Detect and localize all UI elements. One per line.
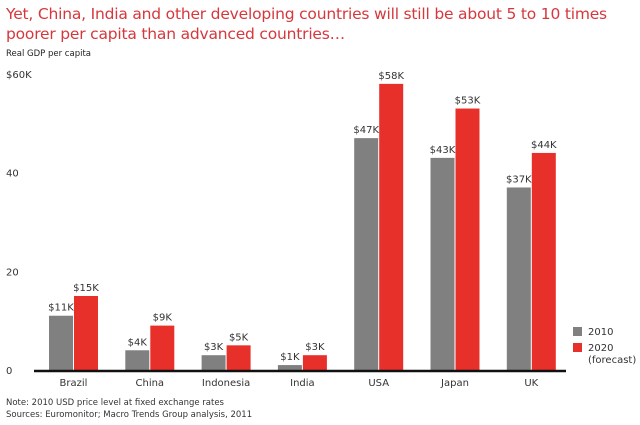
data-label: $53K bbox=[455, 96, 481, 107]
bar-2020-indonesia bbox=[226, 345, 251, 370]
legend-label: (forecast) bbox=[588, 355, 636, 366]
data-label: $3K bbox=[305, 342, 325, 353]
bar-2010-indonesia bbox=[201, 355, 226, 370]
data-label: $58K bbox=[378, 71, 404, 82]
y-tick-label: $60K bbox=[6, 70, 32, 81]
x-tick-label: USA bbox=[368, 378, 389, 389]
bar-2020-uk bbox=[531, 152, 556, 370]
x-tick-label: Brazil bbox=[60, 378, 88, 389]
data-label: $37K bbox=[506, 174, 532, 185]
data-label: $1K bbox=[280, 352, 300, 363]
chart-title: Yet, China, India and other developing c… bbox=[6, 5, 607, 43]
y-tick-label: 40 bbox=[6, 169, 19, 180]
x-tick-label: Indonesia bbox=[202, 378, 250, 389]
legend-swatch bbox=[573, 343, 582, 352]
x-tick-label: Japan bbox=[440, 378, 469, 389]
data-label: $15K bbox=[73, 283, 99, 294]
data-label: $3K bbox=[204, 342, 224, 353]
bar-2010-usa bbox=[354, 138, 379, 370]
data-label: $11K bbox=[48, 303, 74, 314]
bar-2010-china bbox=[125, 350, 150, 370]
note-text: Note: 2010 USD price level at fixed exch… bbox=[6, 398, 224, 408]
data-label: $47K bbox=[353, 125, 379, 136]
bar-2010-brazil bbox=[49, 315, 73, 370]
bar-2020-india bbox=[302, 355, 327, 370]
x-tick-label: India bbox=[290, 378, 315, 389]
data-label: $9K bbox=[153, 313, 173, 324]
bar-2020-china bbox=[150, 325, 175, 370]
bar-2010-japan bbox=[430, 157, 455, 370]
data-label: $44K bbox=[531, 140, 557, 151]
bar-2020-usa bbox=[379, 83, 404, 370]
data-label: $5K bbox=[229, 332, 249, 343]
y-axis-label: Real GDP per capita bbox=[6, 49, 91, 59]
bar-2010-india bbox=[277, 365, 302, 370]
data-label: $4K bbox=[128, 337, 148, 348]
legend-label: 2020 bbox=[588, 343, 613, 354]
bar-2010-uk bbox=[506, 187, 531, 370]
legend-label: 2010 bbox=[588, 327, 613, 338]
legend-swatch bbox=[573, 327, 582, 336]
x-tick-label: UK bbox=[524, 378, 538, 389]
sources-text: Sources: Euromonitor; Macro Trends Group… bbox=[6, 410, 253, 420]
x-tick-label: China bbox=[136, 378, 165, 389]
bar-2020-brazil bbox=[74, 296, 98, 370]
y-tick-label: 0 bbox=[6, 366, 12, 377]
data-label: $43K bbox=[430, 145, 456, 156]
y-tick-label: 20 bbox=[6, 267, 19, 278]
bar-2020-japan bbox=[455, 108, 480, 371]
